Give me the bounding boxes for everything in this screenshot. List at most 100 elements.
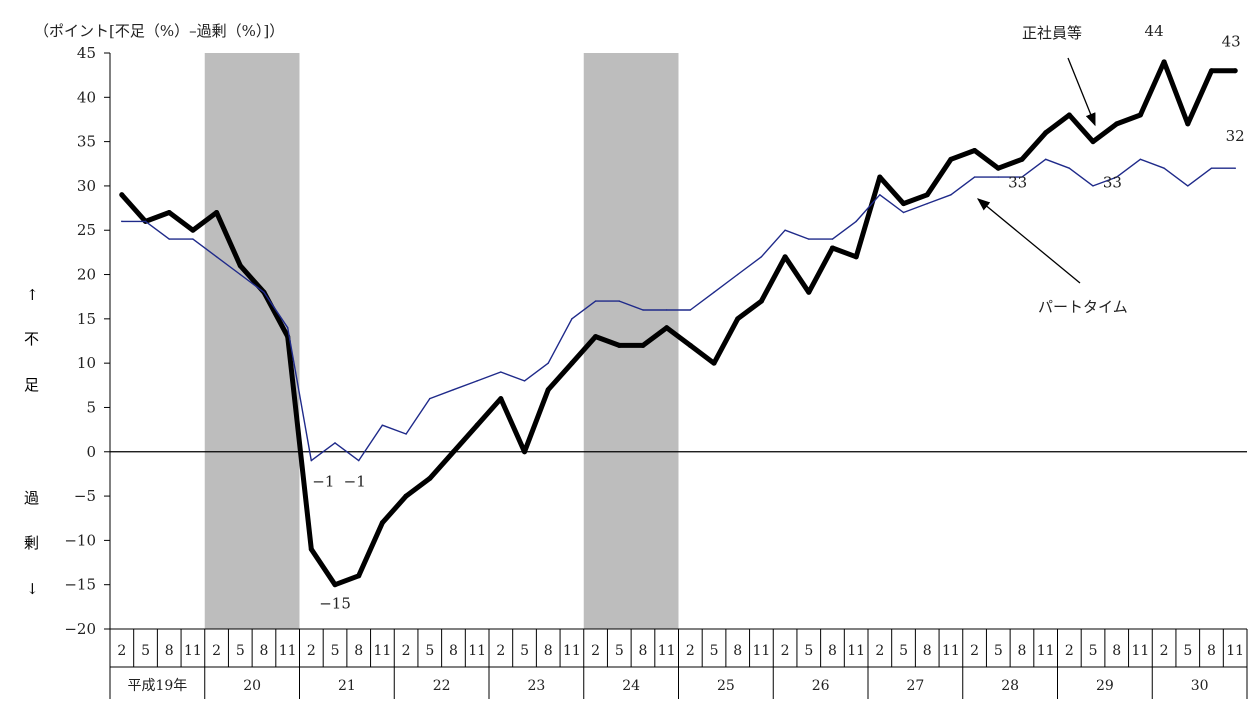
series-1-point — [829, 245, 835, 251]
data-label: 33 — [1103, 173, 1122, 191]
series-2-point — [358, 459, 360, 462]
data-label: 43 — [1222, 33, 1241, 51]
series-1-point — [901, 201, 907, 207]
series-1-point — [593, 334, 599, 340]
series-1-point — [1185, 121, 1191, 127]
x-month-label: 5 — [520, 643, 529, 659]
x-month-label: 5 — [141, 643, 150, 659]
series-1-point — [474, 422, 480, 428]
series-1-point — [1090, 139, 1096, 145]
series-1-point — [1208, 68, 1214, 74]
shaded-period-2 — [583, 53, 679, 629]
series-2-point — [808, 238, 810, 240]
side-label-ka: 過 — [24, 489, 39, 507]
series-1-point — [166, 210, 172, 216]
x-month-label: 2 — [402, 643, 411, 659]
x-month-label: 11 — [184, 643, 202, 659]
x-year-label: 25 — [717, 678, 735, 694]
series-1-point — [1137, 112, 1143, 118]
series-2-point — [168, 238, 170, 240]
x-month-label: 2 — [496, 643, 505, 659]
series-2-point — [926, 202, 928, 205]
x-month-label: 5 — [899, 643, 908, 659]
x-month-label: 8 — [354, 643, 363, 659]
x-month-label: 2 — [875, 643, 884, 659]
x-month-label: 8 — [828, 643, 837, 659]
series-2-point — [144, 220, 147, 223]
x-month-label: 2 — [970, 643, 979, 659]
series-2-point — [713, 291, 715, 293]
legend-label-parttime: パートタイム — [1038, 298, 1128, 316]
series-2-point — [689, 309, 692, 311]
series-2-point — [239, 273, 241, 276]
x-month-label: 5 — [1089, 643, 1098, 659]
series-1-point — [806, 289, 812, 295]
series-2-point — [1187, 185, 1189, 187]
series-2-point — [192, 238, 194, 240]
x-year-label: 20 — [243, 678, 261, 694]
x-month-label: 5 — [804, 643, 813, 659]
y-tick-label: 45 — [77, 44, 96, 62]
x-month-label: 11 — [563, 643, 581, 659]
series-1-point — [711, 360, 717, 366]
x-month-label: 8 — [544, 643, 553, 659]
series-2-point — [547, 362, 549, 364]
series-1-point — [498, 396, 504, 402]
series-2-point — [1234, 167, 1236, 169]
series-2-point — [760, 256, 763, 258]
series-1-point — [450, 449, 456, 455]
y-tick-label: 5 — [86, 398, 96, 416]
series-1-point — [877, 174, 883, 180]
down-arrow: ↓ — [26, 580, 39, 598]
series-2-point — [523, 380, 526, 382]
series-2-point — [215, 256, 218, 258]
series-1-point — [1043, 130, 1049, 136]
series-1-point — [1114, 121, 1120, 127]
x-month-label: 11 — [658, 643, 676, 659]
series-2-point — [784, 229, 786, 231]
data-label: 33 — [1008, 173, 1027, 191]
series-2-point — [405, 433, 407, 435]
x-year-label: 29 — [1096, 678, 1114, 694]
x-month-label: 2 — [1065, 643, 1074, 659]
series-1-point — [427, 475, 433, 481]
x-month-label: 2 — [117, 643, 126, 659]
series-2-point — [286, 327, 289, 329]
series-1-point — [640, 342, 646, 348]
x-month-label: 11 — [1037, 643, 1055, 659]
series-2-point — [618, 300, 620, 302]
series-2-point — [452, 389, 455, 391]
series-2-point — [1021, 176, 1023, 178]
y-tick-label: −20 — [64, 620, 96, 638]
side-label-fu: 不 — [24, 330, 39, 348]
series-2-point — [1210, 167, 1213, 169]
x-month-label: 2 — [591, 643, 600, 659]
series-line-1 — [119, 59, 1238, 588]
series-2-point — [1068, 167, 1071, 169]
x-month-label: 8 — [165, 643, 174, 659]
series-2-point — [1092, 185, 1094, 187]
series-2-point — [381, 424, 384, 426]
recession-shading-group — [204, 53, 679, 629]
x-year-label: 26 — [812, 678, 830, 694]
series-1-point — [214, 210, 220, 216]
legend-arrow-parttime — [976, 198, 1081, 284]
x-month-label: 8 — [1018, 643, 1027, 659]
legend-label-seishain: 正社員等 — [1022, 24, 1082, 42]
series-2-point — [571, 318, 573, 320]
data-label: −1 — [312, 473, 334, 491]
series-2-point — [902, 211, 905, 214]
data-labels-group: −1 −1 −15 44 43 32 33 33 — [312, 22, 1244, 613]
legend-arrow-seishain — [1067, 57, 1096, 127]
series-1-point — [758, 298, 764, 304]
y-tick-label: 25 — [77, 221, 96, 239]
series-1-point — [308, 546, 314, 552]
y-tick-label: 10 — [77, 354, 96, 372]
x-year-label: 24 — [622, 678, 640, 694]
series-1-point — [995, 165, 1001, 171]
series-1-point — [545, 387, 551, 393]
series-2-point — [1163, 167, 1165, 169]
y-tick-label: 15 — [77, 310, 96, 328]
x-year-label: 28 — [1001, 678, 1019, 694]
